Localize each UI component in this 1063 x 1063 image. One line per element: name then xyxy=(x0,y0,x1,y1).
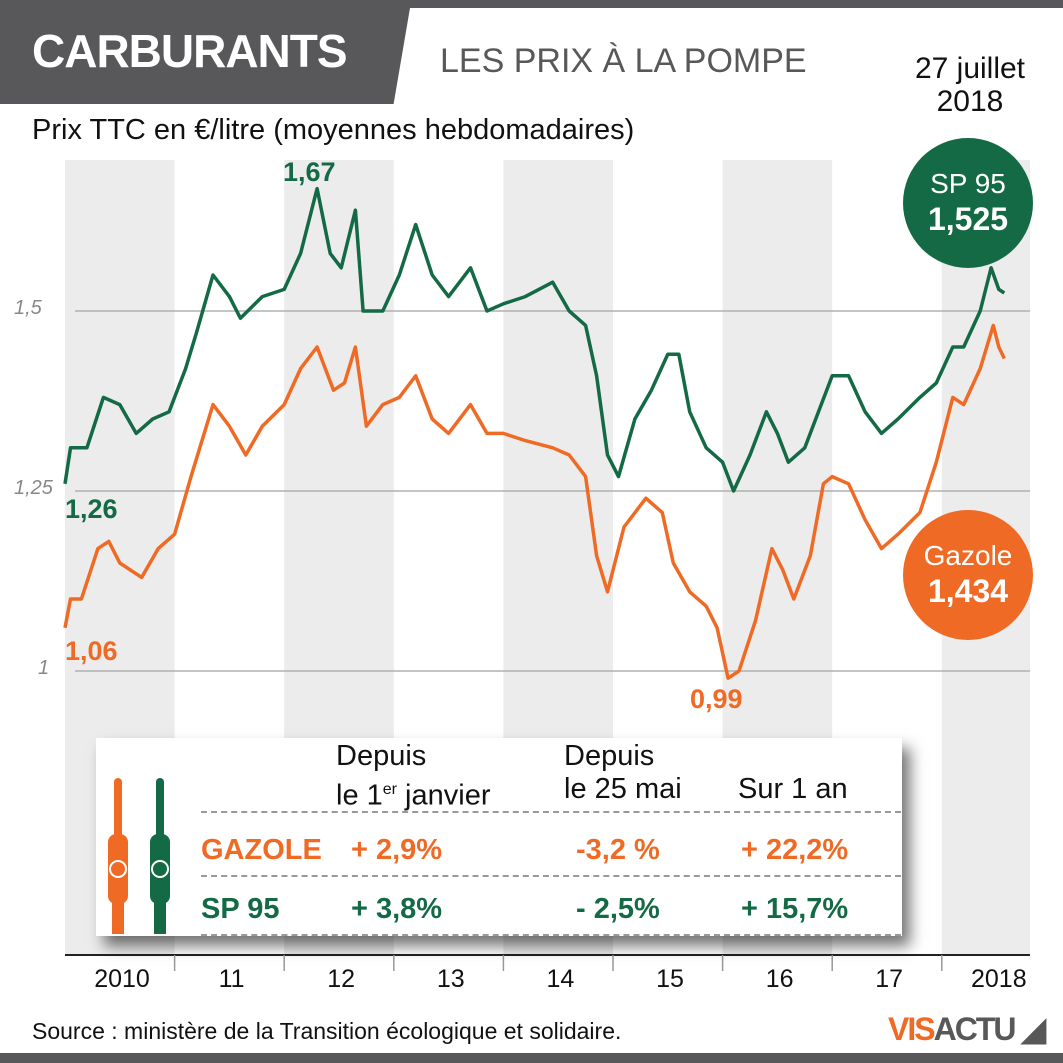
date-line2: 2018 xyxy=(936,85,1004,118)
gazole-bubble-name: Gazole xyxy=(923,540,1013,571)
divider xyxy=(201,811,901,813)
date: 27 juillet 2018 xyxy=(890,52,1050,118)
cell: -3,2 % xyxy=(576,834,660,866)
header-text: janvier xyxy=(397,779,491,812)
series-line-gazole xyxy=(63,323,1006,680)
header-text: Depuis xyxy=(336,740,427,772)
header-sup: er xyxy=(382,781,397,798)
x-tick-label: 17 xyxy=(875,965,904,993)
y-tick-label: 1 xyxy=(38,657,50,679)
sp95-bubble-name: SP 95 xyxy=(930,168,1006,199)
date-line1: 27 juillet xyxy=(914,52,1026,85)
y-axis-label: Prix TTC en €/litre (moyennes hebdomadai… xyxy=(32,114,635,146)
data-label: 1,06 xyxy=(65,636,118,666)
cell: + 22,2% xyxy=(741,834,849,866)
bottom-bar xyxy=(0,1053,1063,1063)
series-line-sp95 xyxy=(63,186,1006,493)
x-tick-label: 13 xyxy=(436,965,465,993)
divider xyxy=(201,934,901,936)
cell: + 3,8% xyxy=(351,893,443,925)
x-tick-label: 14 xyxy=(546,965,575,993)
divider xyxy=(201,875,901,877)
x-tick-label: 11 xyxy=(218,965,245,993)
header-one-year: Sur 1 an xyxy=(738,773,848,805)
x-tick-label: 2010 xyxy=(94,965,150,993)
cell: + 2,9% xyxy=(351,834,443,866)
visactu-logo: VISACTU ◢ xyxy=(888,1011,1046,1047)
header-since-may: Depuis le 25 mai xyxy=(564,740,682,806)
sp95-bubble-value: 1,525 xyxy=(927,201,1009,237)
x-tick-label: 2018 xyxy=(970,965,1027,993)
header-text: le 25 mai xyxy=(564,773,682,805)
gazole-bubble-value: 1,434 xyxy=(927,573,1009,609)
x-tick-label: 12 xyxy=(327,965,356,993)
header-since-january: Depuis le 1er janvier xyxy=(336,740,491,813)
x-tick-label: 16 xyxy=(765,965,794,993)
gazole-bubble: Gazole 1,434 xyxy=(903,510,1033,640)
data-label: 0,99 xyxy=(690,684,743,714)
y-tick-label: 1,5 xyxy=(14,297,42,319)
title-banner xyxy=(0,8,410,104)
variation-table: Depuis le 1er janvier Depuis le 25 mai Sur… xyxy=(96,738,902,936)
source: Source : ministère de la Transition écol… xyxy=(32,1018,622,1044)
x-tick-label: 15 xyxy=(656,965,684,993)
header-text: Depuis xyxy=(564,740,655,772)
header-text: le 1 xyxy=(336,779,383,812)
cell: + 15,7% xyxy=(741,893,849,925)
cell: - 2,5% xyxy=(576,893,660,925)
data-label: 1,26 xyxy=(65,494,118,524)
subtitle: LES PRIX À LA POMPE xyxy=(440,42,807,80)
row-label-gazole: GAZOLE xyxy=(201,834,322,866)
data-label: 1,67 xyxy=(283,157,336,187)
sp95-bubble: SP 95 1,525 xyxy=(903,138,1033,268)
y-tick-label: 1,25 xyxy=(14,477,53,499)
title: CARBURANTS xyxy=(32,25,348,77)
row-label-sp95: SP 95 xyxy=(201,893,280,925)
fuel-nozzle-icon xyxy=(108,778,170,934)
top-bar xyxy=(0,0,1063,8)
